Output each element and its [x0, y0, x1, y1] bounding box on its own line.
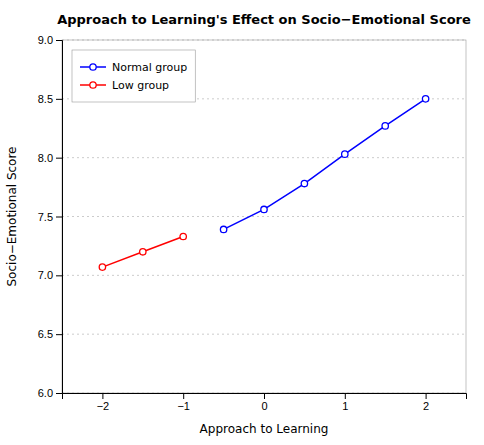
tick-mark	[56, 393, 62, 394]
legend-box	[72, 50, 195, 102]
legend-marker	[90, 64, 96, 70]
grid	[62, 40, 466, 393]
tick-mark	[102, 393, 103, 399]
tick: 0	[261, 393, 267, 412]
legend-label: Normal group	[112, 61, 187, 74]
tick-mark	[56, 334, 62, 335]
series-line	[102, 237, 183, 268]
point	[140, 249, 146, 255]
chart: −2 −1 0 1 2 6.0 6.5 7.0 7.5 8.0 8.5 9.0 Approach to …	[0, 0, 484, 445]
point	[422, 96, 428, 102]
point	[342, 151, 348, 157]
axis-line	[63, 394, 467, 400]
grid-line	[62, 334, 466, 335]
tick-mark	[56, 158, 62, 159]
y-axis-title: Socio−Emotional Score	[5, 147, 19, 287]
tick-mark	[56, 99, 62, 100]
tick-label: 6.5	[38, 328, 53, 340]
tick: 7.0	[38, 269, 62, 281]
tick: 6.0	[38, 387, 62, 399]
tick: −1	[177, 393, 190, 412]
point	[301, 180, 307, 186]
tick: 8.0	[38, 152, 62, 164]
tick-label: 0	[261, 400, 267, 412]
point	[261, 206, 267, 212]
tick-label: 2	[423, 400, 429, 412]
tick-label: 8.0	[38, 152, 53, 164]
grid-line	[62, 216, 466, 217]
x-axis-title: Approach to Learning	[200, 422, 329, 436]
x-axis: −2 −1 0 1 2	[63, 393, 467, 412]
legend: Normal group Low group	[72, 50, 195, 102]
legend-label: Low group	[112, 79, 169, 92]
tick-mark	[56, 217, 62, 218]
tick-label: 8.5	[38, 93, 53, 105]
tick-mark	[264, 393, 265, 399]
tick-label: 7.5	[38, 211, 53, 223]
plot: −2 −1 0 1 2 6.0 6.5 7.0 7.5 8.0 8.5 9.0	[38, 34, 467, 412]
tick-label: −2	[97, 400, 110, 412]
tick-mark	[345, 393, 346, 399]
point	[180, 233, 186, 239]
grid-line	[62, 275, 466, 276]
title: Approach to Learning's Effect on Socio−E…	[57, 12, 471, 27]
tick-label: 1	[342, 400, 348, 412]
tick-label: −1	[177, 400, 190, 412]
plot-frame	[62, 40, 466, 393]
tick-label: 7.0	[38, 269, 53, 281]
tick: 8.5	[38, 93, 62, 105]
point	[382, 123, 388, 129]
tick: 7.5	[38, 211, 62, 223]
legend-marker	[90, 82, 96, 88]
axis-line	[56, 41, 63, 394]
tick-label: 6.0	[38, 387, 53, 399]
y-axis: 6.0 6.5 7.0 7.5 8.0 8.5 9.0	[38, 34, 63, 399]
tick: −2	[97, 393, 110, 412]
tick-label: 9.0	[38, 34, 53, 46]
point	[220, 226, 226, 232]
tick: 2	[423, 393, 429, 412]
tick: 1	[342, 393, 348, 412]
tick-mark	[56, 40, 62, 41]
data-area	[99, 96, 429, 271]
tick: 6.5	[38, 328, 62, 340]
tick: 9.0	[38, 34, 62, 46]
tick-mark	[426, 393, 427, 399]
point	[99, 264, 105, 270]
tick-mark	[183, 393, 184, 399]
tick-mark	[56, 275, 62, 276]
grid-line	[62, 157, 466, 158]
series-line	[224, 99, 426, 230]
